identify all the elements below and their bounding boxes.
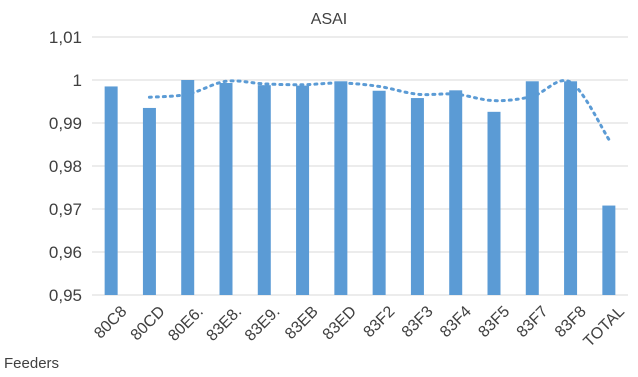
x-category-label: 83F3: [399, 303, 437, 341]
bar-83f8: [564, 81, 577, 295]
bar-83eb: [296, 86, 309, 295]
x-category-label: 83EB: [282, 303, 322, 343]
y-tick-label: 0,97: [49, 200, 82, 219]
x-category-label: 83F4: [437, 303, 475, 341]
bar-83f4: [449, 90, 462, 295]
chart-title: ASAI: [311, 11, 347, 28]
x-category-label: 83F5: [475, 303, 513, 341]
bar-80cd: [143, 108, 156, 295]
x-axis-title: Feeders: [4, 355, 59, 372]
y-tick-label: 0,96: [49, 243, 82, 262]
gridlines: [92, 37, 628, 295]
x-category-label: 80CD: [128, 303, 169, 344]
bar-83f5: [488, 112, 501, 295]
bar-83f3: [411, 98, 424, 295]
bar-80e6: [181, 80, 194, 295]
bar-80c8: [105, 86, 118, 295]
bar-83f7: [526, 81, 539, 295]
bar-total: [602, 206, 615, 295]
x-category-label: 80C8: [91, 303, 130, 342]
y-axis-ticks: 0,95 0,96 0,97 0,98 0,99 1 1,01: [49, 28, 82, 305]
bar-83f2: [373, 91, 386, 295]
x-category-label: 83ED: [320, 303, 360, 343]
x-category-label: 83F7: [514, 303, 552, 341]
bars: [105, 80, 616, 295]
x-category-label: 83E8.: [204, 303, 246, 345]
y-tick-label: 0,99: [49, 114, 82, 133]
y-tick-label: 1: [73, 71, 82, 90]
y-tick-label: 0,95: [49, 286, 82, 305]
y-tick-label: 0,98: [49, 157, 82, 176]
x-category-label: 83E9.: [242, 303, 284, 345]
bar-83e9: [258, 85, 271, 295]
x-category-label: 83F2: [361, 303, 399, 341]
bar-83e8: [220, 83, 233, 295]
x-category-label: TOTAL: [581, 303, 629, 351]
y-tick-label: 1,01: [49, 28, 82, 47]
bar-83ed: [334, 81, 347, 295]
x-category-label: 80E6.: [165, 303, 207, 345]
